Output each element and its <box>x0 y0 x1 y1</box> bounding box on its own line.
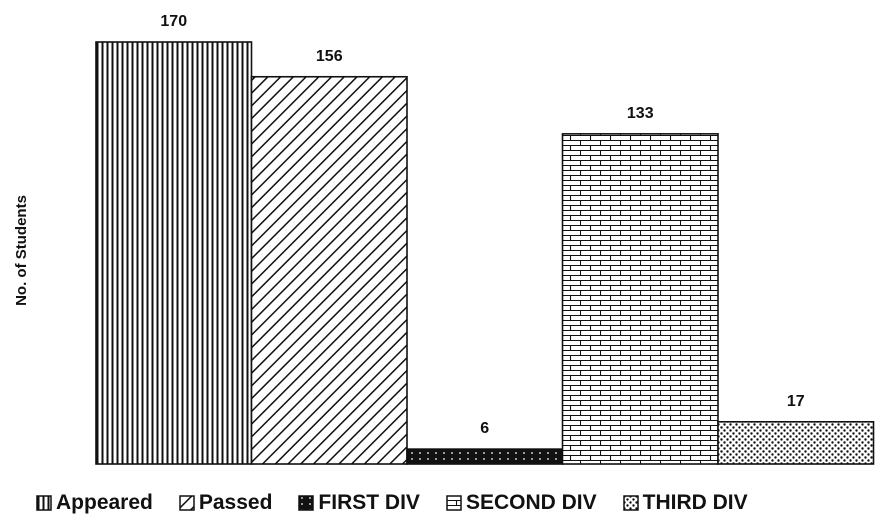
y-axis-label: No. of Students <box>6 140 36 360</box>
legend-label: THIRD DIV <box>642 491 748 514</box>
data-label: 6 <box>480 420 489 437</box>
data-label: 170 <box>160 13 187 30</box>
legend-item: FIRST DIV <box>298 491 420 515</box>
legend-swatch <box>622 495 639 511</box>
bar-second-div <box>561 133 719 465</box>
legend: Appeared Passed FIRST DIV SECOND DIV THIRD D… <box>36 488 880 518</box>
legend-item: Passed <box>179 491 273 515</box>
data-label: 156 <box>316 48 343 65</box>
data-label: 133 <box>627 105 654 122</box>
legend-item: Appeared <box>36 491 153 515</box>
legend-swatch <box>179 495 195 511</box>
bar-first-div <box>406 448 564 465</box>
data-label: 17 <box>787 393 805 410</box>
legend-label: Appeared <box>56 491 153 514</box>
legend-item: THIRD DIV <box>622 491 748 515</box>
bar-passed <box>250 75 408 465</box>
bar-third-div <box>717 420 875 465</box>
legend-swatch <box>36 495 52 511</box>
legend-label: Passed <box>198 491 273 514</box>
legend-item: SECOND DIV <box>446 491 597 515</box>
legend-label: FIRST DIV <box>318 491 420 514</box>
legend-swatch <box>446 495 462 511</box>
y-axis-label-text: No. of Students <box>12 194 30 306</box>
legend-label: SECOND DIV <box>465 491 597 514</box>
legend-swatch <box>298 495 315 511</box>
bar-appeared <box>95 41 253 465</box>
